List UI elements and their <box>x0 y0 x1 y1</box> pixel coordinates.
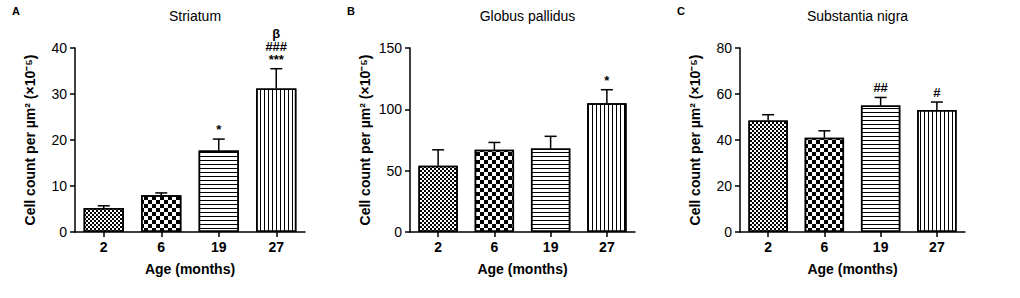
svg-text:19: 19 <box>211 239 227 255</box>
svg-text:150: 150 <box>379 40 403 56</box>
svg-text:60: 60 <box>716 86 732 102</box>
svg-text:20: 20 <box>51 132 67 148</box>
svg-text:***: *** <box>269 52 285 67</box>
svg-text:Age (months): Age (months) <box>145 261 235 277</box>
svg-text:27: 27 <box>268 239 284 255</box>
svg-text:Age (months): Age (months) <box>477 261 567 277</box>
svg-text:Cell count per µm² (×10⁻⁵): Cell count per µm² (×10⁻⁵) <box>687 55 703 226</box>
svg-text:##: ## <box>873 80 888 95</box>
svg-text:Age (months): Age (months) <box>807 261 897 277</box>
svg-text:19: 19 <box>543 239 559 255</box>
svg-text:27: 27 <box>929 239 945 255</box>
svg-text:0: 0 <box>724 224 732 240</box>
svg-text:C: C <box>677 5 685 17</box>
svg-text:#: # <box>933 85 941 100</box>
svg-text:100: 100 <box>379 101 403 117</box>
svg-text:Striatum: Striatum <box>169 8 221 24</box>
svg-text:40: 40 <box>716 132 732 148</box>
svg-text:Globus pallidus: Globus pallidus <box>480 8 576 24</box>
svg-text:B: B <box>347 5 355 17</box>
svg-text:50: 50 <box>386 163 402 179</box>
svg-text:40: 40 <box>51 40 67 56</box>
svg-text:β: β <box>272 25 281 41</box>
svg-text:*: * <box>604 73 610 88</box>
svg-text:2: 2 <box>100 239 108 255</box>
svg-text:27: 27 <box>599 239 615 255</box>
svg-text:19: 19 <box>873 239 889 255</box>
svg-text:Cell count per µm² (×10⁻⁵): Cell count per µm² (×10⁻⁵) <box>22 55 38 226</box>
svg-text:6: 6 <box>490 239 498 255</box>
svg-text:6: 6 <box>820 239 828 255</box>
svg-text:Substantia nigra: Substantia nigra <box>807 8 908 24</box>
svg-text:30: 30 <box>51 86 67 102</box>
svg-text:0: 0 <box>59 224 67 240</box>
svg-text:10: 10 <box>51 178 67 194</box>
svg-text:*: * <box>216 122 222 137</box>
svg-text:0: 0 <box>394 224 402 240</box>
svg-text:20: 20 <box>716 178 732 194</box>
svg-text:2: 2 <box>434 239 442 255</box>
svg-text:A: A <box>12 5 20 17</box>
svg-text:Cell count per µm² (×10⁻⁵): Cell count per µm² (×10⁻⁵) <box>357 55 373 226</box>
svg-text:2: 2 <box>764 239 772 255</box>
svg-text:80: 80 <box>716 40 732 56</box>
svg-text:6: 6 <box>157 239 165 255</box>
